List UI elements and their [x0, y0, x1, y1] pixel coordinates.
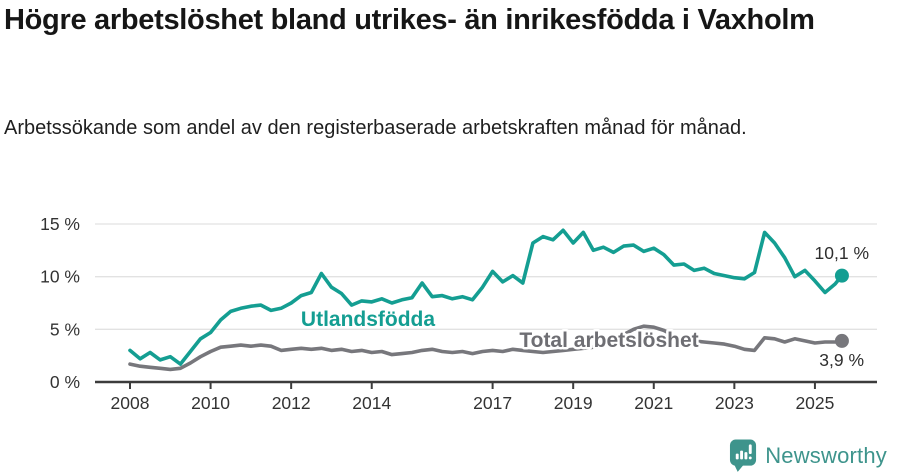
page-title: Högre arbetslöshet bland utrikes- än inr…: [4, 4, 815, 36]
chart-subtitle: Arbetssökande som andel av den registerb…: [4, 117, 747, 139]
series-label-1: Total arbetslöshet: [519, 329, 698, 352]
x-tick-label: 2025: [795, 393, 834, 413]
series-end-dot-1: [834, 333, 849, 348]
series-label-0: Utlandsfödda: [301, 308, 435, 331]
x-tick-label: 2021: [634, 393, 673, 413]
x-tick-label: 2023: [715, 393, 754, 413]
y-tick-label: 5 %: [50, 319, 80, 339]
x-tick-label: 2017: [473, 393, 512, 413]
x-tick-label: 2019: [554, 393, 593, 413]
series-end-value-1: 3,9 %: [819, 350, 864, 370]
y-tick-label: 15 %: [40, 214, 80, 234]
series-line-1: [128, 324, 844, 372]
series-end-value-0: 10,1 %: [815, 243, 869, 263]
x-tick-label: 2014: [352, 393, 391, 413]
series-end-dot-0: [834, 268, 849, 283]
x-tick-label: 2010: [191, 393, 230, 413]
newsworthy-logo: Newsworthy: [729, 438, 887, 473]
y-tick-label: 0 %: [50, 372, 80, 392]
line-chart: 2008 2010 2012 2014 2017 2019 2021 2023 2025 0 % 5…: [40, 214, 877, 413]
bar-chart-speech-bubble-icon: [730, 439, 757, 472]
x-tick-label: 2012: [272, 393, 311, 413]
series-line-0: [128, 228, 844, 366]
x-tick-label: 2008: [111, 393, 150, 413]
brand-name: Newsworthy: [765, 442, 887, 468]
y-tick-label: 10 %: [40, 267, 80, 287]
